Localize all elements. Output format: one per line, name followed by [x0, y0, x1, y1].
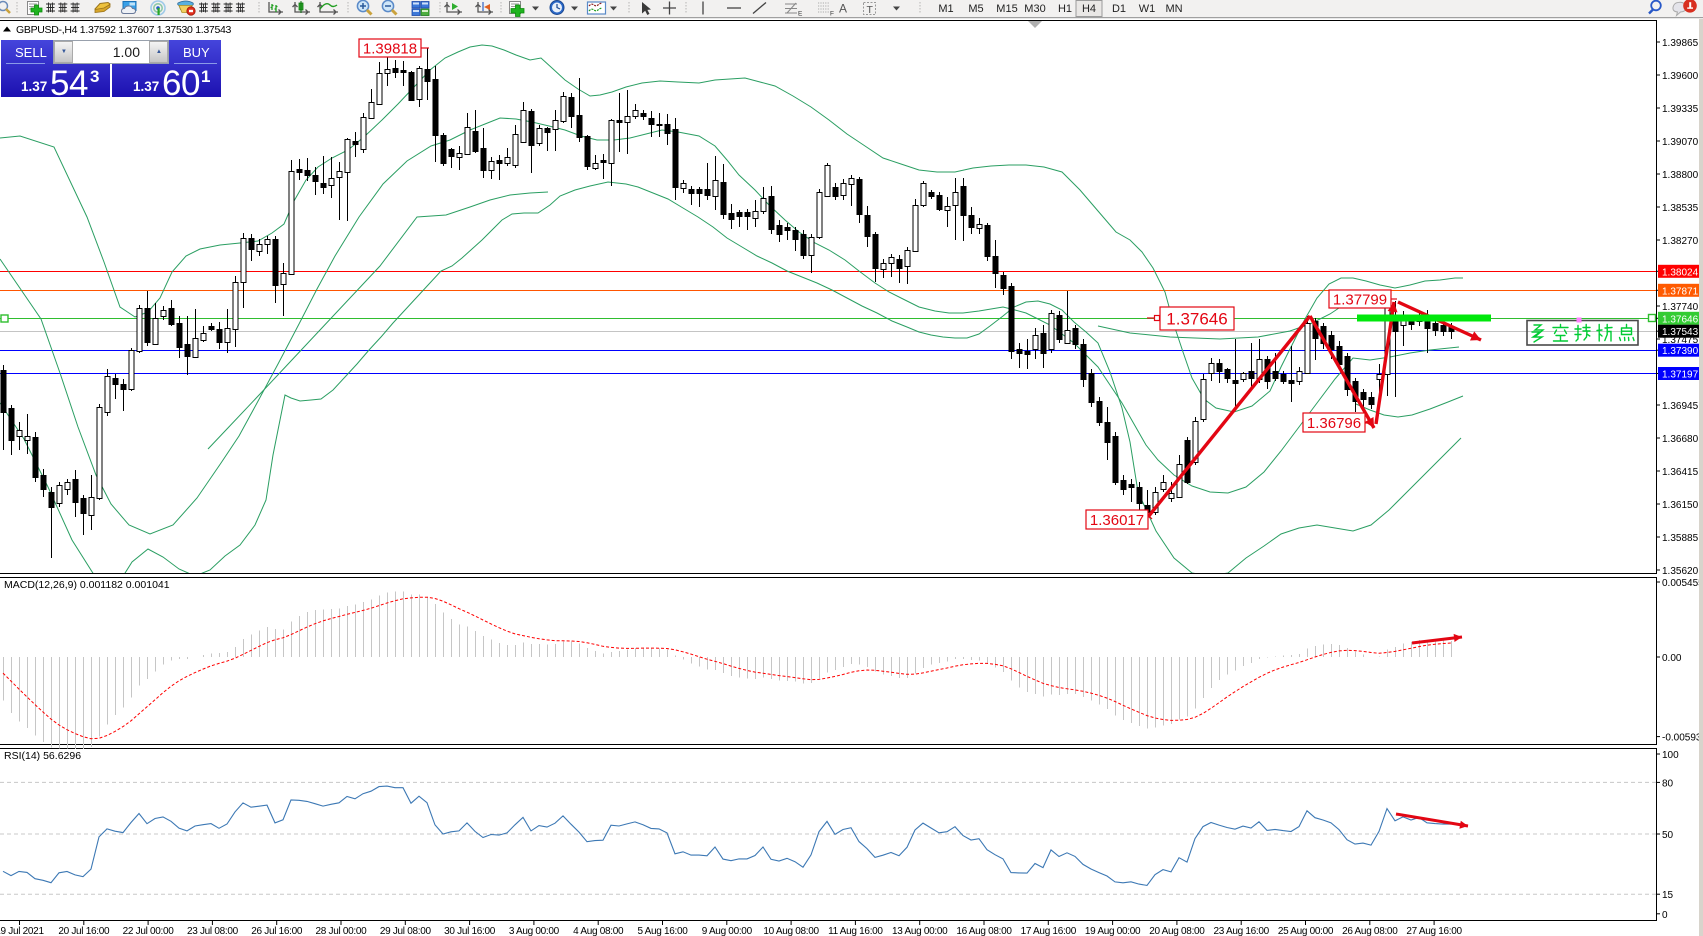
svg-text:1.36796: 1.36796 [1307, 415, 1361, 432]
svg-text:1.36945: 1.36945 [1662, 401, 1699, 412]
svg-text:19 Aug 00:00: 19 Aug 00:00 [1085, 926, 1141, 936]
svg-text:26 Jul 16:00: 26 Jul 16:00 [251, 926, 303, 936]
svg-text:M15: M15 [996, 3, 1017, 15]
svg-text:20 Jul 16:00: 20 Jul 16:00 [58, 926, 110, 936]
svg-text:1.36017: 1.36017 [1090, 512, 1144, 529]
svg-text:RSI(14) 56.6296: RSI(14) 56.6296 [4, 750, 81, 762]
svg-text:MN: MN [1165, 3, 1182, 15]
svg-text:1.37390: 1.37390 [1662, 346, 1699, 357]
svg-text:50: 50 [1662, 830, 1674, 841]
svg-text:H4: H4 [1082, 3, 1096, 15]
svg-text:15: 15 [1662, 890, 1674, 901]
svg-text:26 Aug 08:00: 26 Aug 08:00 [1342, 926, 1398, 936]
svg-text:5 Aug 16:00: 5 Aug 16:00 [637, 926, 688, 936]
svg-text:H1: H1 [1058, 3, 1072, 15]
svg-text:1.37197: 1.37197 [1662, 370, 1699, 381]
svg-text:1.39335: 1.39335 [1662, 104, 1699, 115]
svg-text:1.39070: 1.39070 [1662, 137, 1699, 148]
svg-text:GBPUSD-,H4 1.37592 1.37607 1.: GBPUSD-,H4 1.37592 1.37607 1.37530 1.375… [16, 24, 232, 36]
svg-text:27 Aug 16:00: 27 Aug 16:00 [1406, 926, 1462, 936]
svg-text:25 Aug 00:00: 25 Aug 00:00 [1278, 926, 1334, 936]
svg-text:1.37646: 1.37646 [1662, 314, 1699, 325]
svg-text:1.37740: 1.37740 [1662, 302, 1699, 313]
svg-text:3 Aug 00:00: 3 Aug 00:00 [509, 926, 560, 936]
svg-text:4 Aug 08:00: 4 Aug 08:00 [573, 926, 624, 936]
svg-text:1.38800: 1.38800 [1662, 170, 1699, 181]
svg-text:T: T [867, 4, 874, 16]
svg-text:9 Aug 00:00: 9 Aug 00:00 [702, 926, 753, 936]
svg-text:29 Jul 08:00: 29 Jul 08:00 [380, 926, 432, 936]
svg-text:0.00: 0.00 [1662, 653, 1682, 664]
svg-text:100: 100 [1662, 750, 1679, 761]
svg-text:1.37646: 1.37646 [1166, 310, 1227, 329]
svg-text:13 Aug 00:00: 13 Aug 00:00 [892, 926, 948, 936]
svg-text:0.005455: 0.005455 [1662, 578, 1703, 589]
svg-text:23 Aug 16:00: 23 Aug 16:00 [1214, 926, 1270, 936]
svg-text:23 Jul 08:00: 23 Jul 08:00 [187, 926, 239, 936]
svg-text:1.37871: 1.37871 [1662, 286, 1699, 297]
svg-text:E: E [798, 11, 803, 18]
svg-text:1.38024: 1.38024 [1662, 267, 1699, 278]
svg-text:1.36150: 1.36150 [1662, 500, 1699, 511]
svg-text:M30: M30 [1024, 3, 1045, 15]
svg-text:1.38535: 1.38535 [1662, 203, 1699, 214]
svg-text:1.37799: 1.37799 [1333, 291, 1387, 308]
svg-text:1.39600: 1.39600 [1662, 71, 1699, 82]
svg-text:D1: D1 [1112, 3, 1126, 15]
svg-text:17 Aug 16:00: 17 Aug 16:00 [1021, 926, 1077, 936]
svg-text:M1: M1 [938, 3, 953, 15]
svg-text:1.36415: 1.36415 [1662, 467, 1699, 478]
svg-text:A: A [839, 2, 847, 16]
svg-text:1.39818: 1.39818 [363, 40, 417, 57]
svg-text:80: 80 [1662, 778, 1674, 789]
svg-text:0: 0 [1662, 910, 1668, 921]
svg-text:19 Jul 2021: 19 Jul 2021 [0, 926, 44, 936]
svg-text:M5: M5 [968, 3, 983, 15]
svg-text:1.37475: 1.37475 [1662, 335, 1699, 346]
svg-text:28 Jul 00:00: 28 Jul 00:00 [316, 926, 368, 936]
svg-text:1.36680: 1.36680 [1662, 434, 1699, 445]
svg-text:10 Aug 08:00: 10 Aug 08:00 [763, 926, 819, 936]
svg-text:20 Aug 08:00: 20 Aug 08:00 [1149, 926, 1205, 936]
svg-text:F: F [830, 11, 834, 18]
svg-text:MACD(12,26,9) 0.001182 0.00104: MACD(12,26,9) 0.001182 0.001041 [4, 579, 170, 591]
svg-text:1.37543: 1.37543 [1662, 327, 1699, 338]
svg-text:-0.005938: -0.005938 [1662, 733, 1703, 744]
svg-text:22 Jul 00:00: 22 Jul 00:00 [123, 926, 175, 936]
svg-text:W1: W1 [1139, 3, 1156, 15]
svg-text:30 Jul 16:00: 30 Jul 16:00 [444, 926, 496, 936]
svg-text:1.38270: 1.38270 [1662, 236, 1699, 247]
svg-text:11 Aug 16:00: 11 Aug 16:00 [828, 926, 883, 936]
svg-text:1.35620: 1.35620 [1662, 566, 1699, 577]
svg-text:1.39865: 1.39865 [1662, 38, 1699, 49]
svg-text:1.35885: 1.35885 [1662, 533, 1699, 544]
svg-text:16 Aug 08:00: 16 Aug 08:00 [956, 926, 1012, 936]
